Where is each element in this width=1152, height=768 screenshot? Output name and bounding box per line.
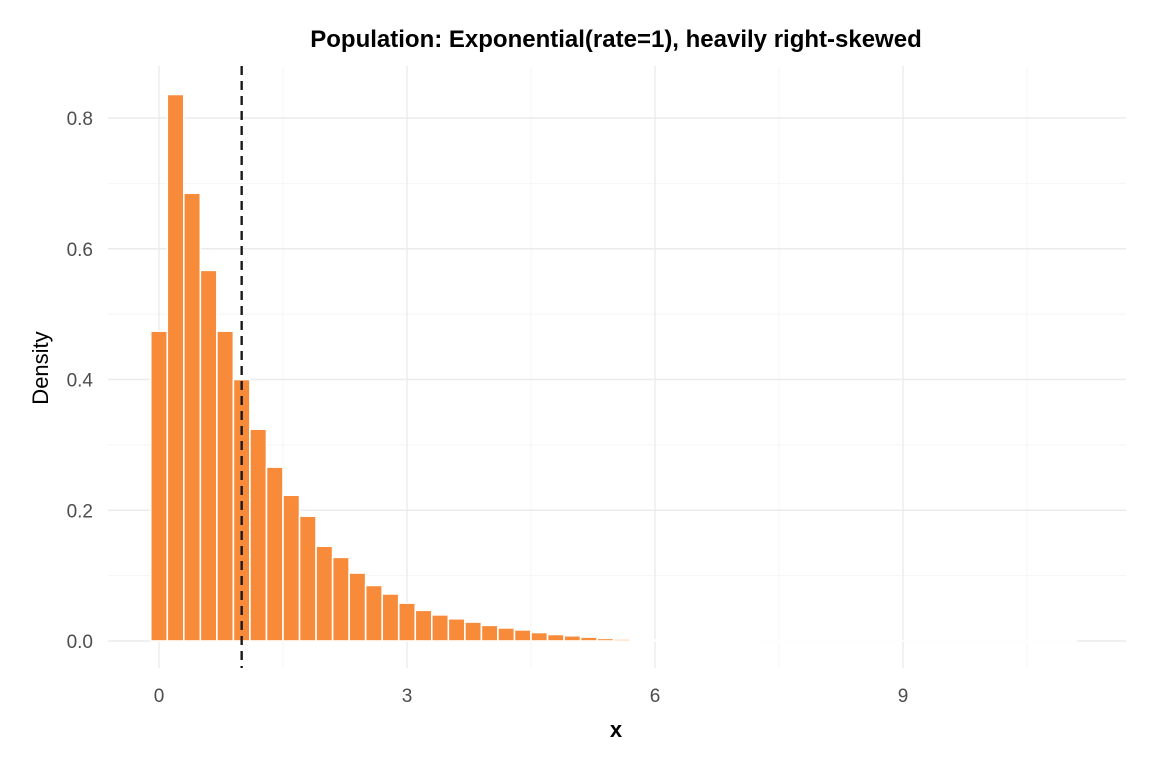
histogram-bar [199, 269, 218, 642]
histogram-bar [265, 466, 284, 642]
histogram-bar [563, 634, 582, 642]
histogram-bar [381, 593, 400, 642]
histogram-bar [430, 614, 450, 642]
histogram-bar [282, 494, 301, 642]
x-tick-label: 9 [898, 686, 909, 707]
x-axis-title: x [610, 717, 623, 742]
y-tick-label: 0.0 [67, 632, 93, 653]
y-axis-title: Density [28, 331, 53, 404]
histogram-bar [480, 624, 499, 642]
histogram-bar [315, 545, 334, 642]
histogram-bar [464, 621, 483, 642]
histogram-bar [530, 631, 549, 642]
histogram-bar [447, 617, 466, 642]
y-tick-label: 0.6 [67, 240, 93, 261]
histogram-bar [298, 515, 317, 642]
histogram-bar [348, 572, 367, 642]
y-tick-label: 0.2 [67, 501, 93, 522]
histogram-bar [249, 428, 268, 642]
histogram-bar [216, 330, 235, 642]
histogram-bar [596, 637, 615, 642]
y-tick-label: 0.8 [67, 109, 93, 130]
histogram-bar [612, 638, 632, 642]
histogram-bar [579, 636, 598, 642]
x-tick-label: 0 [154, 686, 165, 707]
histogram-bar [364, 584, 383, 642]
histogram-bar [166, 93, 185, 642]
histogram-bar [678, 639, 698, 642]
histogram-bar [331, 556, 350, 642]
histogram-bar [183, 192, 202, 642]
histogram-bar [513, 629, 532, 642]
histogram-bar [497, 627, 516, 642]
histogram-bar [645, 639, 665, 642]
histogram-bar [546, 633, 565, 642]
chart-title: Population: Exponential(rate=1), heavily… [310, 26, 921, 53]
x-tick-label: 6 [650, 686, 661, 707]
histogram-bar [149, 330, 169, 642]
histogram-bars [149, 93, 1078, 642]
x-tick-label: 3 [402, 686, 413, 707]
histogram-bar [397, 602, 417, 642]
histogram-bar [629, 638, 648, 642]
histogram-bar [414, 609, 433, 642]
histogram-bar [662, 639, 681, 642]
axis-tick-labels: 0 3 6 9 0.0 0.2 0.4 0.6 0.8 [67, 109, 909, 707]
y-tick-label: 0.4 [67, 371, 94, 392]
